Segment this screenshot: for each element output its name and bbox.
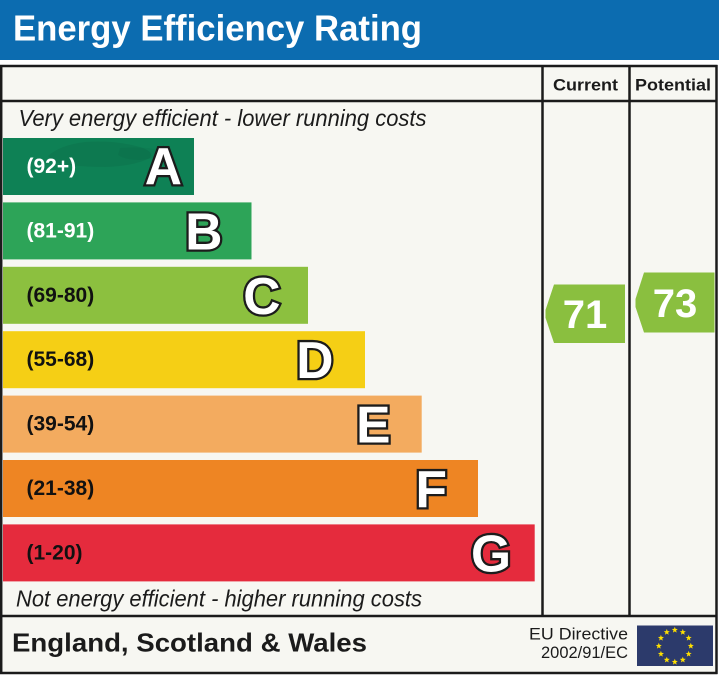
svg-text:B: B	[185, 203, 222, 261]
svg-text:England, Scotland & Wales: England, Scotland & Wales	[12, 628, 367, 658]
svg-text:EU Directive: EU Directive	[529, 626, 628, 644]
svg-text:Potential: Potential	[635, 77, 711, 95]
svg-text:Very energy efficient - lower: Very energy efficient - lower running co…	[19, 105, 427, 131]
svg-text:Current: Current	[553, 77, 619, 95]
svg-text:(1-20): (1-20)	[27, 541, 83, 564]
svg-text:(92+): (92+)	[27, 155, 77, 178]
svg-text:(55-68): (55-68)	[27, 348, 95, 371]
svg-text:C: C	[243, 267, 280, 325]
svg-text:(69-80): (69-80)	[27, 284, 95, 307]
svg-text:G: G	[471, 524, 511, 582]
svg-text:A: A	[145, 137, 182, 195]
svg-text:(81-91): (81-91)	[27, 219, 95, 242]
svg-text:F: F	[416, 460, 447, 518]
svg-text:71: 71	[563, 293, 608, 337]
svg-text:(39-54): (39-54)	[27, 413, 95, 436]
svg-text:Not energy efficient - higher: Not energy efficient - higher running co…	[16, 586, 422, 612]
svg-text:E: E	[356, 396, 390, 454]
svg-text:D: D	[296, 331, 333, 389]
svg-text:2002/91/EC: 2002/91/EC	[541, 644, 628, 662]
svg-text:(21-38): (21-38)	[27, 477, 95, 500]
svg-text:73: 73	[653, 282, 698, 326]
svg-text:Energy Efficiency Rating: Energy Efficiency Rating	[13, 8, 422, 49]
